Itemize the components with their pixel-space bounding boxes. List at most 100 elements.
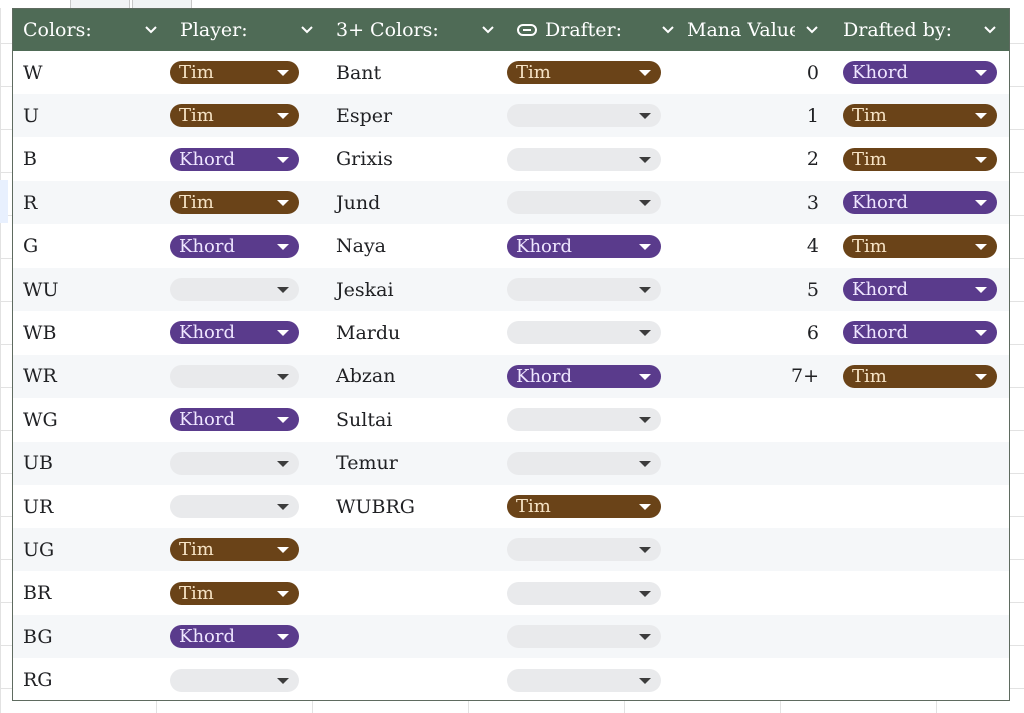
cell-color[interactable]: RG <box>23 669 53 692</box>
caret-down-icon <box>277 330 289 337</box>
cell-three-colors[interactable]: Mardu <box>336 321 401 344</box>
drafter-dropdown[interactable] <box>507 147 661 171</box>
cell-color[interactable]: WU <box>23 278 59 301</box>
cell-three-colors[interactable]: Esper <box>336 104 393 127</box>
player-dropdown[interactable]: Tim <box>170 538 299 562</box>
cell-mana-value[interactable]: 4 <box>806 235 819 258</box>
cell-mana-value[interactable]: 7+ <box>790 365 819 388</box>
drafter-dropdown[interactable] <box>507 668 661 692</box>
player-dropdown[interactable]: Tim <box>170 104 299 128</box>
chevron-down-icon[interactable] <box>805 23 819 37</box>
cell-color[interactable]: W <box>23 61 43 84</box>
cell-three-colors[interactable]: Naya <box>336 235 387 258</box>
drafter-dropdown[interactable] <box>507 104 661 128</box>
header-colors[interactable]: Colors: <box>13 9 170 51</box>
header-three-colors[interactable]: 3+ Colors: <box>326 9 507 51</box>
cell-three-colors[interactable]: Grixis <box>336 148 393 171</box>
cell-color[interactable]: UR <box>23 495 54 518</box>
cell-mana-value[interactable]: 1 <box>806 104 819 127</box>
header-drafted-by-label: Drafted by: <box>843 19 953 41</box>
cell-color[interactable]: BR <box>23 582 52 605</box>
player-dropdown[interactable] <box>170 668 299 692</box>
caret-down-icon <box>277 634 289 641</box>
drafter-dropdown[interactable] <box>507 408 661 432</box>
table-row: WB Khord Mardu 6 Khord <box>13 311 1009 354</box>
player-dropdown[interactable] <box>170 495 299 518</box>
drafted-by-dropdown[interactable]: Tim <box>843 104 997 128</box>
drafter-dropdown[interactable]: Khord <box>507 364 661 388</box>
chevron-down-icon[interactable] <box>661 23 675 37</box>
player-dropdown[interactable] <box>170 278 299 301</box>
table-row: WR Abzan Khord 7+ Tim <box>13 354 1009 398</box>
cell-three-colors[interactable]: Temur <box>336 452 398 475</box>
player-dropdown[interactable]: Tim <box>170 191 299 215</box>
player-dropdown[interactable]: Khord <box>170 625 299 649</box>
caret-down-icon <box>639 547 651 554</box>
caret-down-icon <box>975 330 987 337</box>
player-dropdown[interactable]: Khord <box>170 408 299 432</box>
cell-color[interactable]: B <box>23 148 37 171</box>
header-player[interactable]: Player: <box>170 9 326 51</box>
cell-color[interactable]: WB <box>23 321 57 344</box>
cell-color[interactable]: UB <box>23 452 53 475</box>
player-dropdown[interactable]: Khord <box>170 321 299 345</box>
drafter-dropdown[interactable] <box>507 451 661 475</box>
cell-mana-value[interactable]: 5 <box>806 278 819 301</box>
player-dropdown-value: Khord <box>179 626 236 648</box>
drafted-by-dropdown[interactable]: Khord <box>843 191 997 215</box>
drafter-dropdown[interactable]: Tim <box>507 61 661 84</box>
drafter-dropdown[interactable] <box>507 278 661 301</box>
drafter-dropdown[interactable] <box>507 191 661 215</box>
header-drafted-by[interactable]: Drafted by: <box>833 9 1009 51</box>
header-mana-values[interactable]: Mana Values <box>677 9 833 51</box>
caret-down-icon <box>277 287 289 293</box>
cell-three-colors[interactable]: Sultai <box>336 408 393 431</box>
player-dropdown[interactable]: Khord <box>170 234 299 258</box>
player-dropdown-value: Khord <box>179 235 236 257</box>
drafter-dropdown[interactable]: Khord <box>507 234 661 258</box>
drafter-dropdown[interactable] <box>507 581 661 605</box>
spreadsheet-grid-bottom <box>0 701 1024 713</box>
header-drafter[interactable]: Drafter: <box>507 9 687 51</box>
drafted-by-dropdown[interactable]: Khord <box>843 278 997 301</box>
drafted-by-dropdown[interactable]: Tim <box>843 364 997 388</box>
cell-three-colors[interactable]: Abzan <box>336 365 396 388</box>
cell-three-colors[interactable]: WUBRG <box>336 495 415 518</box>
cell-color[interactable]: WR <box>23 365 57 388</box>
player-dropdown[interactable] <box>170 451 299 475</box>
chevron-down-icon[interactable] <box>481 23 495 37</box>
cell-mana-value[interactable]: 0 <box>806 61 819 84</box>
cell-color[interactable]: U <box>23 104 40 127</box>
drafter-dropdown[interactable] <box>507 321 661 345</box>
chevron-down-icon[interactable] <box>144 23 158 37</box>
drafter-dropdown[interactable]: Tim <box>507 495 661 518</box>
chevron-down-icon[interactable] <box>983 23 997 37</box>
cell-mana-value[interactable]: 6 <box>806 321 819 344</box>
player-dropdown[interactable]: Tim <box>170 581 299 605</box>
drafted-by-dropdown-value: Khord <box>852 62 909 83</box>
chevron-down-icon[interactable] <box>300 23 314 37</box>
caret-down-icon <box>277 243 289 250</box>
cell-color[interactable]: R <box>23 191 38 214</box>
cell-color[interactable]: UG <box>23 538 55 561</box>
drafter-dropdown[interactable] <box>507 538 661 562</box>
cell-color[interactable]: G <box>23 235 39 258</box>
cell-color[interactable]: WG <box>23 408 58 431</box>
drafted-by-dropdown[interactable]: Tim <box>843 147 997 171</box>
cell-mana-value[interactable]: 2 <box>806 148 819 171</box>
table-row: WG Khord Sultai <box>13 398 1009 441</box>
cell-three-colors[interactable]: Jund <box>336 191 381 214</box>
drafted-by-dropdown[interactable]: Khord <box>843 61 997 84</box>
table-row: R Tim Jund 3 Khord <box>13 181 1009 225</box>
drafter-dropdown[interactable] <box>507 625 661 649</box>
cell-three-colors[interactable]: Jeskai <box>336 278 394 301</box>
top-strip <box>0 0 1024 8</box>
player-dropdown[interactable] <box>170 364 299 388</box>
drafted-by-dropdown[interactable]: Khord <box>843 321 997 345</box>
player-dropdown[interactable]: Khord <box>170 147 299 171</box>
drafted-by-dropdown[interactable]: Tim <box>843 234 997 258</box>
player-dropdown[interactable]: Tim <box>170 61 299 84</box>
cell-three-colors[interactable]: Bant <box>336 61 382 84</box>
cell-mana-value[interactable]: 3 <box>806 191 819 214</box>
cell-color[interactable]: BG <box>23 625 53 648</box>
